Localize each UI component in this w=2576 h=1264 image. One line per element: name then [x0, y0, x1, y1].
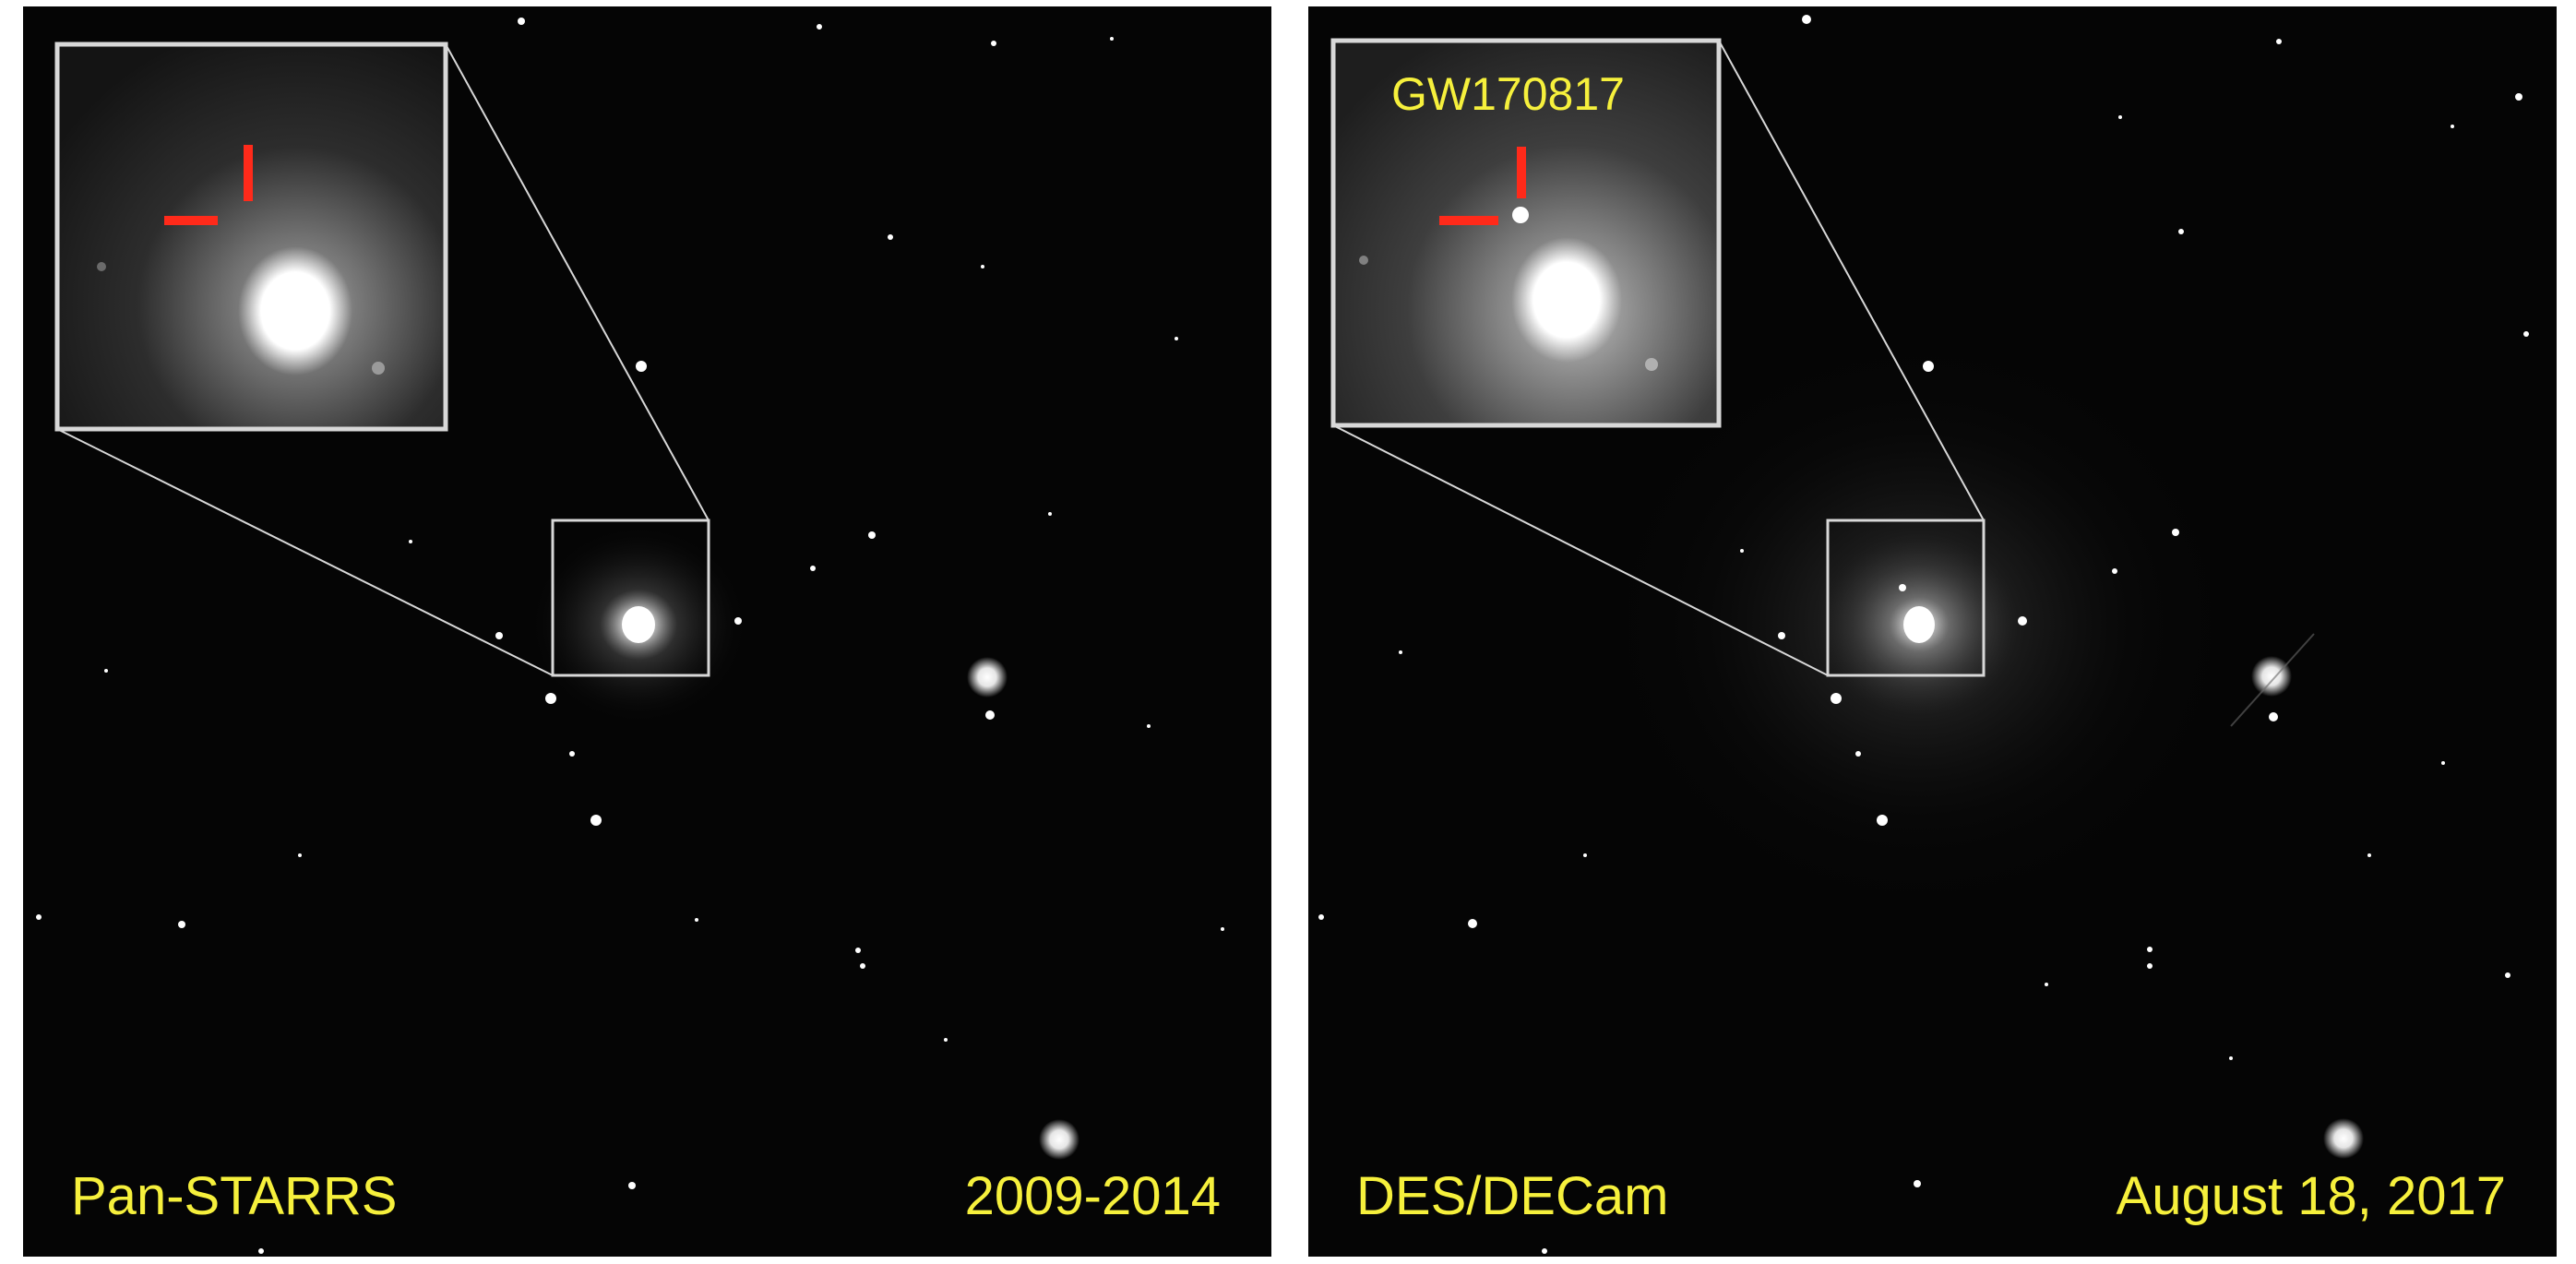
connector-line — [1332, 424, 1829, 676]
connector-line — [1718, 40, 1985, 521]
des-decam-image-panel: GW170817 DES/DECam August 18, 2017 — [1308, 6, 2557, 1257]
transient-label: GW170817 — [1391, 68, 1625, 120]
bright-star — [2251, 656, 2292, 697]
bright-star — [2323, 1118, 2364, 1159]
survey-label: DES/DECam — [1356, 1166, 1669, 1226]
sky-image-right — [1318, 15, 2529, 1254]
connector-line — [56, 428, 554, 676]
survey-label: Pan-STARRS — [71, 1166, 398, 1226]
inset-frame — [54, 42, 448, 432]
bright-star — [1039, 1119, 1079, 1160]
background-stars — [36, 18, 1224, 1254]
background-stars — [1318, 15, 2529, 1254]
bright-star — [967, 657, 1008, 698]
marker-horizontal — [164, 216, 218, 225]
date-label: 2009-2014 — [964, 1166, 1221, 1226]
marker-horizontal — [1439, 216, 1498, 225]
marker-vertical — [1517, 147, 1526, 198]
inset-frame — [1330, 38, 1722, 428]
transient-source — [1899, 584, 1906, 591]
zoom-box — [551, 519, 710, 677]
zoom-box — [1826, 519, 1986, 677]
zoom-inset — [57, 44, 446, 429]
connector-line — [445, 43, 710, 521]
zoom-inset — [1333, 41, 1719, 425]
galaxy-core — [622, 606, 655, 643]
galaxy-core — [1903, 606, 1935, 643]
date-label: August 18, 2017 — [2116, 1166, 2506, 1226]
pan-starrs-image-panel: Pan-STARRS 2009-2014 — [23, 6, 1271, 1257]
marker-vertical — [244, 145, 253, 201]
sky-image-left — [36, 18, 1224, 1254]
